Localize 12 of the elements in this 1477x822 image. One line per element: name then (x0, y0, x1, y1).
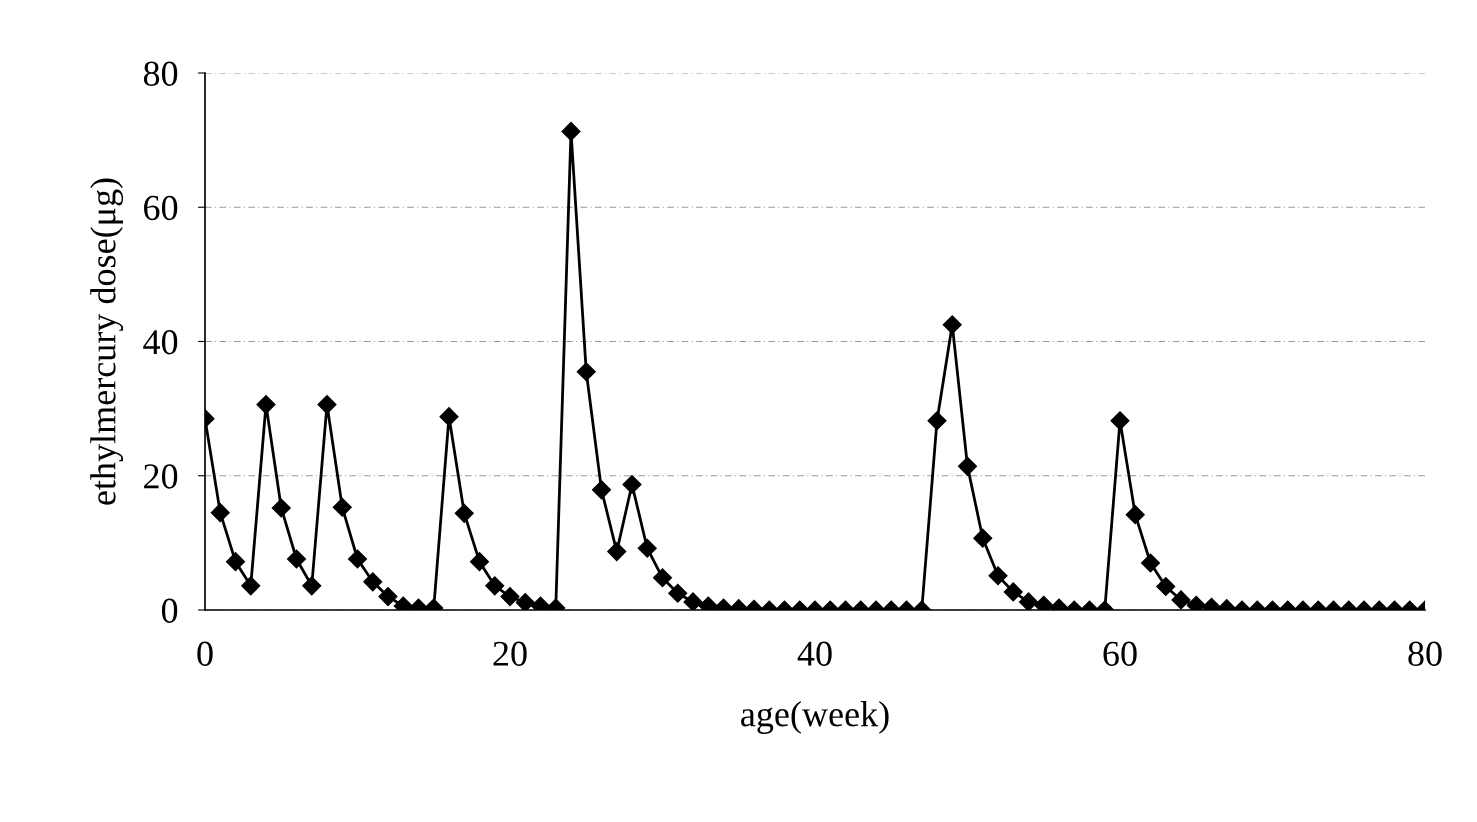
y-tick-label: 40 (143, 330, 178, 355)
y-axis-title: ethylmercury dose(μg) (90, 178, 124, 505)
y-tick-label: 20 (144, 464, 178, 489)
x-tick-label: 80 (1408, 641, 1442, 666)
y-tick-label: 0 (161, 598, 178, 623)
x-tick-label: 60 (1103, 641, 1137, 666)
y-tick-label: 80 (143, 61, 178, 86)
y-tick-label: 60 (144, 195, 178, 221)
x-tick-label: 20 (493, 641, 527, 666)
x-tick-label: 40 (797, 641, 832, 666)
x-axis-title: age(week) (741, 701, 889, 734)
x-tick-label: 0 (197, 641, 213, 666)
